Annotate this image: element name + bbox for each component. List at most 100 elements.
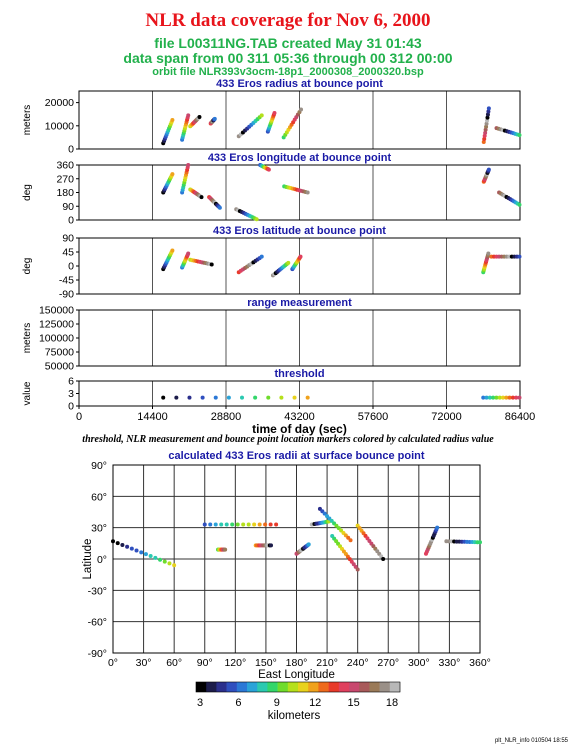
y-tick-label: 20000 <box>45 97 74 109</box>
y-tick-label: 270 <box>56 173 74 185</box>
colorbar-swatch <box>369 682 380 692</box>
data-point <box>510 395 515 400</box>
x-tick-label: 330° <box>439 657 461 669</box>
map-point <box>355 567 360 572</box>
x-tick-label: 360° <box>469 657 491 669</box>
colorbar-swatch <box>298 682 309 692</box>
x-tick-label: 90° <box>197 657 213 669</box>
map-point <box>167 561 172 566</box>
data-point <box>514 395 519 400</box>
colorbar-swatch <box>277 682 289 692</box>
colorbar-swatch <box>338 682 350 692</box>
data-point <box>486 167 491 172</box>
colorbar-tick-label: 15 <box>347 697 359 709</box>
data-point <box>482 133 487 138</box>
y-tick-label: 90° <box>91 460 107 472</box>
data-point <box>186 113 191 118</box>
y-axis-label: deg <box>22 184 33 201</box>
map-point <box>235 522 240 527</box>
colorbar-swatch <box>226 682 238 692</box>
data-point <box>485 112 490 117</box>
x-tick-label: 43200 <box>284 411 315 423</box>
data-point <box>226 395 231 400</box>
data-point <box>482 136 487 141</box>
map-point <box>202 522 207 527</box>
data-point <box>240 395 245 400</box>
map-point <box>172 563 177 568</box>
y-tick-label: 125000 <box>39 319 74 331</box>
colorbar-tick-label: 18 <box>386 697 398 709</box>
data-point <box>197 114 202 119</box>
y-tick-label: 30° <box>91 523 107 535</box>
data-point <box>279 395 284 400</box>
y-tick-label: 0 <box>68 144 74 156</box>
data-point <box>186 163 191 167</box>
map-point <box>162 559 167 564</box>
y-axis-label: Latitude <box>82 539 94 580</box>
time-series-panels: 433 Eros radius at bounce point 0 10000 200… <box>22 78 535 436</box>
data-point <box>266 395 271 400</box>
y-tick-label: 75000 <box>45 347 74 359</box>
y-tick-label: 6 <box>68 376 74 388</box>
map-point <box>219 522 224 527</box>
data-point <box>299 107 304 112</box>
data-point <box>170 118 175 122</box>
data-point <box>497 395 502 400</box>
data-point <box>305 395 310 400</box>
y-tick-label: 90 <box>62 233 74 245</box>
y-tick-label: -30° <box>88 585 107 597</box>
footer-stamp: plt_NLR_info 010504 18:55 <box>494 738 568 744</box>
map-title: calculated 433 Eros radii at surface bou… <box>168 450 424 462</box>
time-panel-1: 433 Eros radius at bounce point 0 10000 200… <box>22 78 522 156</box>
map-point <box>139 550 144 555</box>
data-point <box>200 395 205 400</box>
map-point <box>268 522 273 527</box>
data-point <box>484 121 489 126</box>
y-tick-label: -60° <box>88 617 107 629</box>
map-point <box>230 522 235 527</box>
y-tick-label: 0 <box>68 215 74 227</box>
map-point <box>257 522 262 527</box>
data-point <box>494 395 499 400</box>
x-tick-label: 240° <box>347 657 369 669</box>
data-point <box>517 133 522 138</box>
figure-caption: threshold, NLR measurement and bounce po… <box>82 434 494 445</box>
x-tick-label: 30° <box>136 657 152 669</box>
map-point <box>153 555 158 560</box>
x-tick-label: 60° <box>166 657 182 669</box>
colorbar-tick-label: 9 <box>274 697 280 709</box>
x-tick-label: 57600 <box>358 411 389 423</box>
data-point <box>481 395 486 400</box>
map-point <box>274 522 279 527</box>
data-point <box>186 251 191 256</box>
panel-title: range measurement <box>247 297 352 309</box>
map-point <box>223 547 228 552</box>
data-point <box>187 395 192 400</box>
colorbar-frame <box>195 681 401 693</box>
map-point <box>143 552 148 557</box>
y-tick-label: 180 <box>56 187 74 199</box>
map-point <box>158 557 163 562</box>
colorbar-swatch <box>349 682 360 692</box>
y-axis-label: deg <box>22 258 33 275</box>
data-point <box>486 109 491 114</box>
data-point <box>486 106 491 111</box>
data-point <box>199 195 204 200</box>
data-point <box>517 254 522 259</box>
map-point <box>241 522 246 527</box>
colorbar-label: kilometers <box>268 710 321 722</box>
map-point <box>134 548 139 553</box>
data-point <box>486 251 491 256</box>
y-axis-label: meters <box>22 323 33 354</box>
map-point <box>252 522 257 527</box>
data-point <box>491 395 496 400</box>
y-tick-label: 360 <box>56 160 74 172</box>
data-point <box>286 260 291 265</box>
data-point <box>213 395 218 400</box>
colorbar-swatch <box>247 682 258 692</box>
data-point <box>259 254 264 259</box>
panel-frame <box>78 90 521 150</box>
map-point <box>381 557 386 561</box>
y-tick-label: 100000 <box>39 333 74 345</box>
map-point <box>129 546 134 551</box>
